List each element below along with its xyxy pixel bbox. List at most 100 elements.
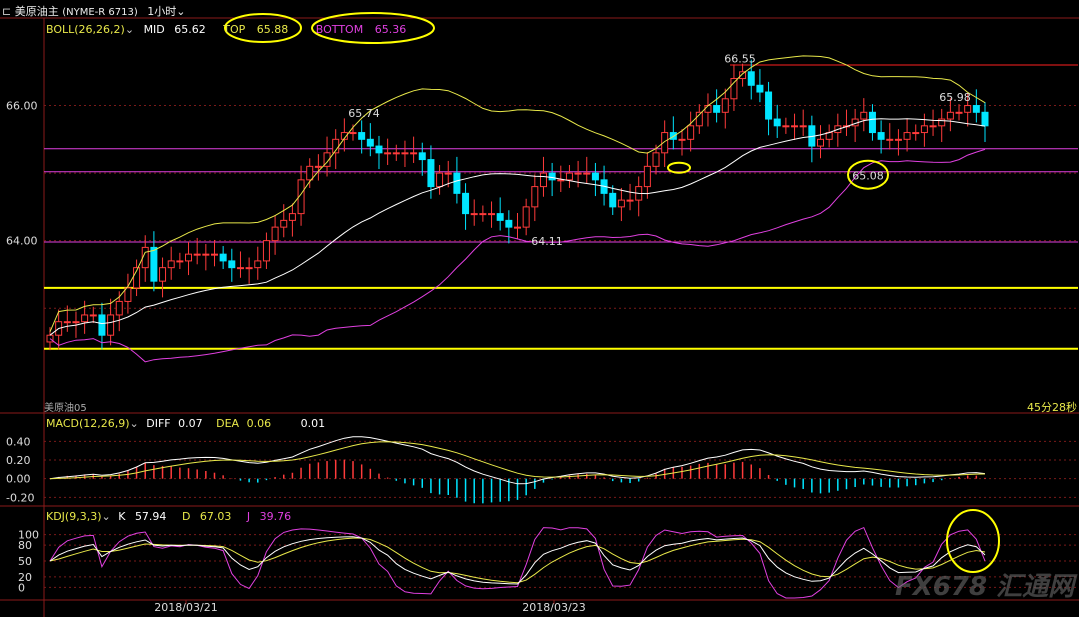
candle-body	[98, 314, 106, 336]
candle-body	[860, 111, 868, 120]
chevron-down-icon: ⌄	[124, 23, 135, 36]
candle-body	[730, 78, 738, 100]
j-label: J	[246, 510, 251, 523]
countdown-timer: 45分28秒	[1027, 401, 1077, 414]
symbol-code: (NYME-R 6713)	[62, 7, 138, 18]
chart-small-icon: ⊏	[2, 5, 12, 18]
candle-body	[384, 152, 392, 155]
candle-body	[548, 172, 556, 181]
candle-body	[721, 98, 729, 113]
candle-body	[972, 105, 980, 113]
candle-body	[392, 152, 400, 155]
macd-header: MACD(12,26,9)⌄ DIFF 0.07 DEA 0.06 0.01	[46, 417, 325, 430]
dea-value: 0.06	[246, 417, 272, 430]
candle-body	[288, 213, 296, 221]
candle-body	[314, 165, 322, 168]
macd-y-tick: -0.20	[6, 491, 34, 504]
boll-mid-line	[49, 118, 986, 336]
candle-body	[643, 165, 651, 188]
candle-body	[358, 132, 366, 140]
candle-body	[340, 132, 348, 140]
candle-body	[436, 172, 444, 188]
candle-body	[444, 172, 452, 175]
candle-body	[349, 132, 357, 135]
macd-value: 0.01	[300, 417, 326, 430]
j-value: 39.76	[259, 510, 292, 523]
candle-body	[271, 226, 279, 242]
candle-body	[176, 260, 184, 263]
candle-body	[72, 321, 80, 324]
candle-body	[964, 105, 972, 113]
candle-body	[868, 111, 876, 134]
candle-body	[124, 287, 132, 302]
candle-body	[185, 253, 193, 262]
candle-body	[539, 172, 547, 188]
candle-body	[427, 159, 435, 188]
candle-body	[531, 186, 539, 208]
candle-body	[366, 138, 374, 147]
candle-body	[574, 172, 582, 175]
macd-indicator[interactable]: MACD(12,26,9)⌄	[46, 417, 139, 430]
kdj-indicator[interactable]: KDJ(9,3,3)⌄	[46, 510, 111, 523]
candle-body	[375, 145, 383, 154]
candle-body	[418, 152, 426, 161]
candle-body	[505, 219, 513, 228]
candle-body	[981, 111, 989, 127]
candle-body	[782, 125, 790, 128]
d-label: D	[181, 510, 191, 523]
candle-body	[81, 314, 89, 323]
candle-body	[522, 206, 530, 228]
macd-y-tick: 0.00	[6, 473, 31, 486]
candle-body	[401, 152, 409, 155]
candle-body	[695, 111, 703, 127]
macd-y-tick: 0.20	[6, 454, 31, 467]
candle-body	[453, 172, 461, 194]
chevron-down-icon: ⌄	[101, 510, 111, 523]
candle-body	[886, 138, 894, 141]
candle-body	[773, 118, 781, 127]
boll-indicator[interactable]: BOLL(26,26,2)⌄	[46, 23, 134, 36]
candle-body	[687, 125, 695, 140]
bottom-value: 65.36	[374, 23, 407, 36]
kdj-highlight-ellipse	[946, 509, 1000, 573]
candle-body	[159, 267, 167, 282]
candle-body	[167, 260, 175, 269]
symbol-label: 美原油主	[14, 5, 59, 18]
macd-dea-line	[49, 441, 986, 480]
chevron-down-icon: ⌄	[129, 417, 139, 430]
candle-body	[479, 213, 487, 216]
candle-body	[297, 179, 305, 215]
kdj-j-line	[49, 526, 986, 599]
diff-label: DIFF	[146, 417, 171, 430]
kdj-indicator-label: KDJ(9,3,3)	[46, 510, 102, 523]
candle-body	[254, 260, 262, 269]
highlight-ellipse	[847, 159, 889, 190]
dea-label: DEA	[216, 417, 240, 430]
candle-body	[704, 105, 712, 113]
candle-body	[306, 165, 314, 181]
watermark: FX678 汇通网	[895, 572, 1075, 602]
candle-body	[946, 111, 954, 120]
macd-diff-line	[49, 436, 986, 485]
candle-body	[713, 105, 721, 113]
candle-body	[228, 260, 236, 269]
kdj-y-tick: 0	[18, 581, 25, 594]
candle-body	[652, 152, 660, 167]
kdj-k-line	[49, 536, 986, 585]
k-value: 57.94	[134, 510, 167, 523]
candle-body	[817, 138, 825, 147]
period-selector[interactable]: 1小时⌄	[147, 5, 185, 18]
candle-body	[929, 125, 937, 128]
kdj-y-tick: 20	[18, 571, 32, 584]
candle-body	[323, 152, 331, 167]
top-highlight-ellipse	[224, 13, 302, 43]
candle-body	[765, 91, 773, 120]
x-axis-label: 2018/03/21	[154, 601, 217, 614]
kdj-header: KDJ(9,3,3)⌄ K 57.94 D 67.03 J 39.76	[46, 510, 291, 523]
candle-body	[756, 84, 764, 93]
candle-body	[410, 152, 418, 155]
candle-body	[150, 246, 158, 282]
candle-body	[470, 213, 478, 216]
candle-body	[894, 138, 902, 141]
